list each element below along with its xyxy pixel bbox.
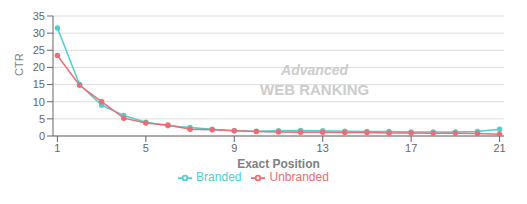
svg-text:0: 0 — [39, 130, 45, 142]
svg-text:1: 1 — [54, 142, 60, 154]
svg-text:5: 5 — [39, 113, 45, 125]
svg-text:13: 13 — [317, 142, 329, 154]
svg-text:30: 30 — [33, 27, 45, 39]
svg-text:25: 25 — [33, 44, 45, 56]
svg-text:5: 5 — [143, 142, 149, 154]
html-text:Branded: Branded — [196, 170, 242, 184]
svg-text:9: 9 — [231, 142, 237, 154]
svg-text:17: 17 — [405, 142, 417, 154]
svg-text:15: 15 — [33, 78, 45, 90]
svg-text:35: 35 — [33, 10, 45, 22]
svg-text:CTR: CTR — [13, 53, 25, 76]
html-text:Advanced: Advanced — [281, 62, 348, 78]
svg-text:20: 20 — [33, 61, 45, 73]
html-text:WEB RANKING: WEB RANKING — [260, 81, 370, 99]
html-text:Unbranded: Unbranded — [269, 170, 329, 184]
svg-text:10: 10 — [33, 96, 45, 108]
svg-text:21: 21 — [493, 142, 505, 154]
svg-text:Exact Position: Exact Position — [237, 157, 320, 171]
